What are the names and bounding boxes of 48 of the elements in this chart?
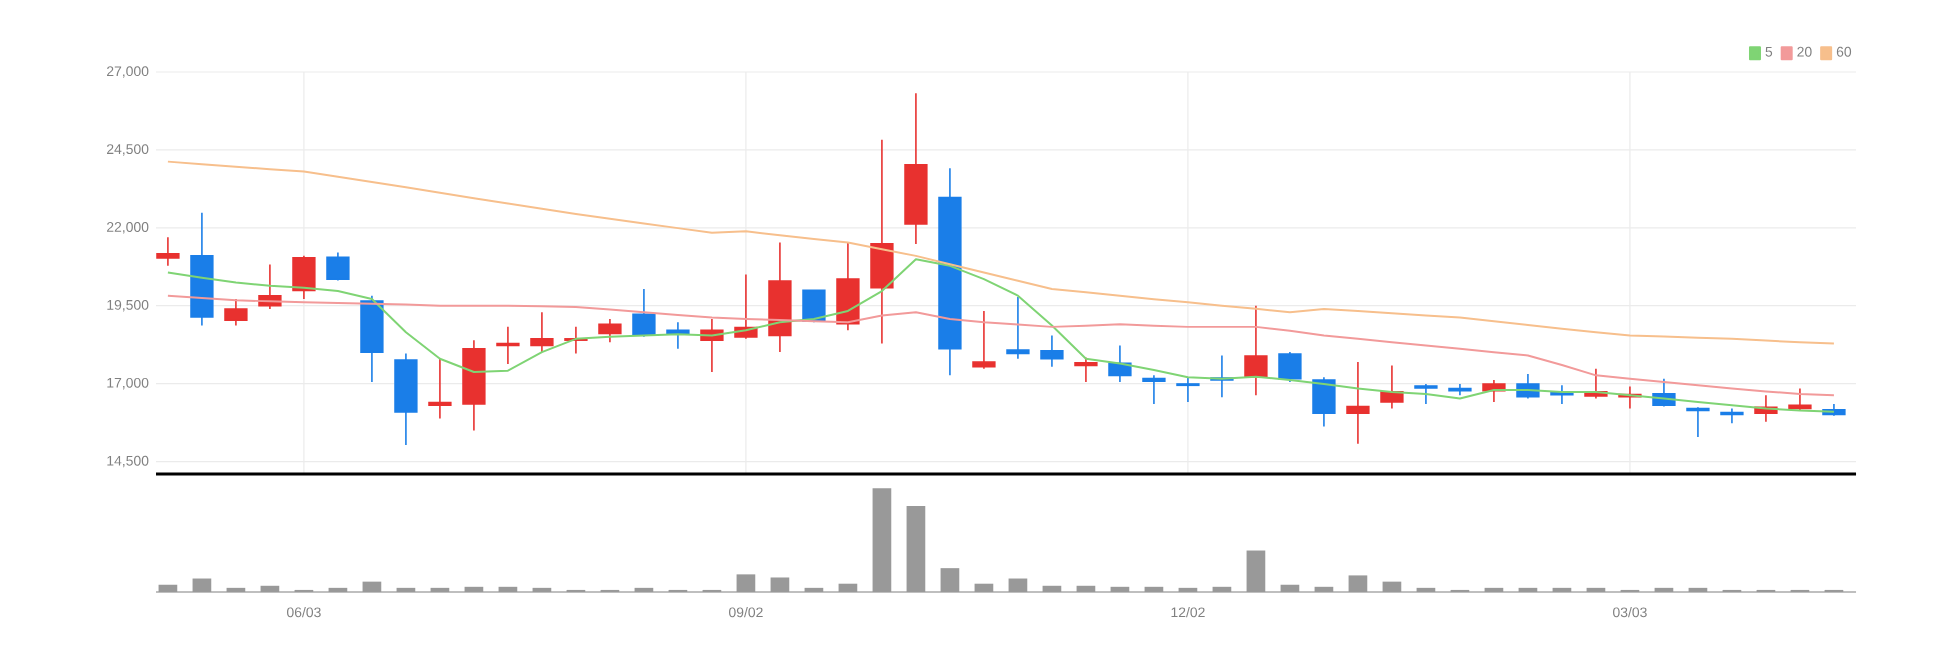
bar xyxy=(1280,584,1300,592)
bar xyxy=(1314,586,1334,592)
candlestick xyxy=(530,311,554,353)
bar xyxy=(464,586,484,592)
candlestick xyxy=(428,357,452,420)
bar xyxy=(1348,575,1368,592)
candlestick xyxy=(1176,376,1200,403)
candlestick xyxy=(326,251,350,282)
candlestick xyxy=(224,298,248,327)
candlestick xyxy=(1244,304,1268,397)
candlestick xyxy=(836,241,860,332)
candlestick xyxy=(870,138,894,345)
candlestick xyxy=(1074,356,1098,383)
bar xyxy=(736,574,756,592)
bar xyxy=(260,585,280,592)
candlestick xyxy=(292,255,316,300)
bar xyxy=(940,568,960,592)
candlestick xyxy=(632,288,656,338)
candlestick xyxy=(1346,361,1370,445)
candlestick xyxy=(598,318,622,343)
bar xyxy=(906,505,926,592)
candlestick xyxy=(1006,296,1030,360)
bar xyxy=(1382,581,1402,592)
candlestick xyxy=(1142,374,1166,405)
bar xyxy=(1144,586,1164,592)
candlestick xyxy=(1686,406,1710,438)
bar xyxy=(770,577,790,592)
bar xyxy=(838,583,858,592)
bar xyxy=(974,583,994,592)
bar xyxy=(1076,585,1096,592)
bar xyxy=(158,584,178,592)
bar xyxy=(192,578,212,592)
bar xyxy=(362,581,382,592)
bar xyxy=(1246,550,1266,592)
candlestick xyxy=(1040,334,1064,368)
candlestick xyxy=(1788,387,1812,412)
bar xyxy=(1042,585,1062,592)
candlestick xyxy=(1414,383,1438,405)
bar xyxy=(498,586,518,592)
bar xyxy=(1212,586,1232,592)
candlestick xyxy=(156,236,180,267)
candlestick xyxy=(1278,351,1302,383)
bar xyxy=(1110,586,1130,592)
bar xyxy=(1008,578,1028,592)
candlestick xyxy=(972,310,996,370)
bar xyxy=(872,488,892,592)
candlestick xyxy=(1380,364,1404,410)
candlestick xyxy=(1312,376,1336,428)
